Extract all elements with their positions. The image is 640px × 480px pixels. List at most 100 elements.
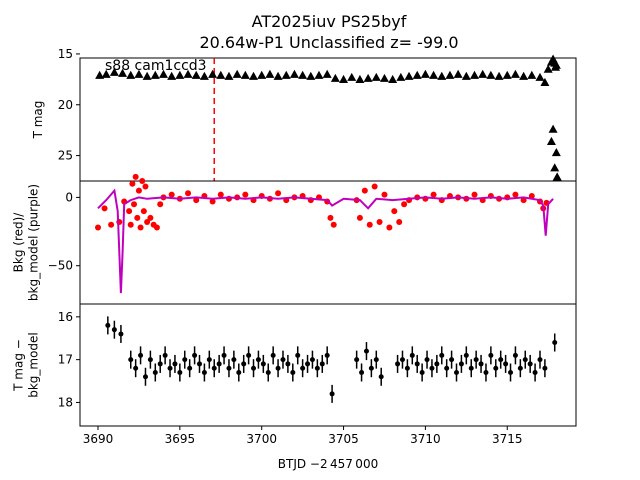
- point-top-0-50: [502, 70, 512, 79]
- point-bottom-0-0: [105, 322, 111, 328]
- point-bottom-0-50: [378, 374, 384, 380]
- point-middle-0-51: [386, 224, 393, 231]
- point-top-0-54: [535, 72, 545, 81]
- point-bottom-0-65: [463, 352, 469, 358]
- y-tick-label-top-2: 25: [58, 149, 73, 163]
- point-top-0-17: [232, 69, 242, 78]
- point-bottom-0-74: [508, 369, 514, 375]
- panel-top: 15 20 25 T mag: [31, 47, 577, 182]
- point-bottom-0-13: [177, 369, 183, 375]
- point-middle-0-48: [371, 183, 378, 190]
- y-tick-label-middle-1: −50: [48, 259, 73, 273]
- point-bottom-0-39: [305, 361, 311, 367]
- point-top-0-47: [478, 69, 488, 78]
- point-top-0-39: [412, 70, 422, 79]
- point-middle-0-16: [144, 219, 151, 225]
- point-top-1-4: [552, 172, 562, 181]
- point-bottom-0-53: [404, 365, 410, 371]
- point-middle-0-11: [135, 187, 142, 194]
- point-middle-0-46: [361, 187, 368, 194]
- point-middle-0-49: [376, 219, 383, 225]
- point-top-0-18: [240, 70, 250, 79]
- point-middle-0-58: [430, 191, 437, 198]
- point-top-0-7: [150, 70, 160, 79]
- point-bottom-0-19: [206, 357, 212, 363]
- point-top-0-6: [142, 71, 152, 80]
- point-top-0-25: [298, 70, 308, 79]
- point-middle-0-53: [396, 219, 403, 225]
- point-bottom-0-12: [172, 361, 178, 367]
- point-top-0-20: [257, 70, 267, 79]
- point-top-0-21: [265, 69, 275, 78]
- point-top-0-8: [158, 69, 168, 78]
- y-tick-label-bottom-1: 17: [58, 353, 73, 367]
- point-top-1-0: [546, 136, 556, 145]
- point-top-1-3: [551, 148, 561, 157]
- point-bottom-0-67: [473, 357, 479, 363]
- point-bottom-0-25: [236, 369, 242, 375]
- point-top-0-44: [453, 69, 463, 78]
- point-bottom-0-35: [285, 361, 291, 367]
- point-top-0-28: [322, 69, 332, 78]
- point-bottom-0-8: [152, 369, 158, 375]
- point-bottom-0-82: [552, 340, 558, 346]
- point-bottom-0-32: [270, 352, 276, 358]
- point-bottom-0-70: [488, 352, 494, 358]
- point-bottom-0-72: [498, 357, 504, 363]
- point-top-0-26: [306, 71, 316, 80]
- point-bottom-0-30: [260, 361, 266, 367]
- point-bottom-0-3: [128, 357, 134, 363]
- y-axis-label-bottom-1: bkg_model: [27, 332, 41, 398]
- point-top-1-2: [550, 163, 560, 172]
- point-middle-0-20: [157, 201, 164, 208]
- point-bottom-0-48: [368, 365, 374, 371]
- point-bottom-0-27: [246, 352, 252, 358]
- point-bottom-0-43: [324, 352, 330, 358]
- point-top-0-3: [118, 68, 128, 77]
- point-bottom-0-49: [373, 357, 379, 363]
- point-bottom-0-22: [221, 352, 227, 358]
- point-top-0-51: [510, 69, 520, 78]
- point-top-0-56: [543, 64, 553, 73]
- point-middle-0-13: [139, 178, 146, 184]
- point-top-0-38: [404, 71, 414, 80]
- x-tick-label-0: 3690: [83, 432, 114, 446]
- point-middle-0-27: [209, 198, 216, 205]
- point-bottom-0-80: [537, 357, 543, 363]
- point-middle-0-17: [147, 214, 154, 221]
- point-top-0-14: [208, 69, 218, 78]
- point-middle-0-28: [217, 191, 224, 198]
- point-bottom-0-1: [111, 327, 117, 333]
- point-top-0-32: [355, 74, 365, 83]
- point-bottom-0-60: [439, 352, 445, 358]
- y-tick-label-top-1: 20: [58, 98, 73, 112]
- point-bottom-0-14: [182, 357, 188, 363]
- point-top-0-4: [126, 70, 136, 79]
- y-axis-label-middle-0: Bkg (red)/: [12, 212, 26, 273]
- point-bottom-0-2: [118, 331, 124, 337]
- point-bottom-0-76: [517, 365, 523, 371]
- point-middle-0-50: [381, 191, 388, 198]
- point-middle-0-10: [134, 214, 141, 221]
- series-line-middle-1: [97, 188, 554, 294]
- point-middle-0-0: [95, 224, 102, 231]
- point-top-0-40: [420, 69, 430, 78]
- point-middle-0-42: [327, 214, 334, 221]
- x-tick-label-2: 3700: [246, 432, 277, 446]
- point-top-0-24: [289, 69, 299, 78]
- point-bottom-0-17: [196, 361, 202, 367]
- point-bottom-0-62: [449, 357, 455, 363]
- point-middle-0-9: [132, 173, 139, 180]
- point-bottom-0-38: [300, 365, 306, 371]
- point-bottom-0-29: [255, 357, 261, 363]
- x-tick-label-1: 3695: [165, 432, 196, 446]
- x-tick-label-4: 3710: [410, 432, 441, 446]
- point-middle-0-14: [140, 208, 147, 215]
- point-middle-0-63: [471, 191, 478, 198]
- point-middle-0-43: [330, 221, 337, 228]
- x-tick-label-3: 3705: [328, 432, 359, 446]
- y-tick-label-top-0: 15: [58, 47, 73, 61]
- panel-bottom: 16 17 18 T mag − bkg_model 3690 3695 3700 3705 37…: [12, 303, 577, 446]
- point-bottom-0-20: [211, 365, 217, 371]
